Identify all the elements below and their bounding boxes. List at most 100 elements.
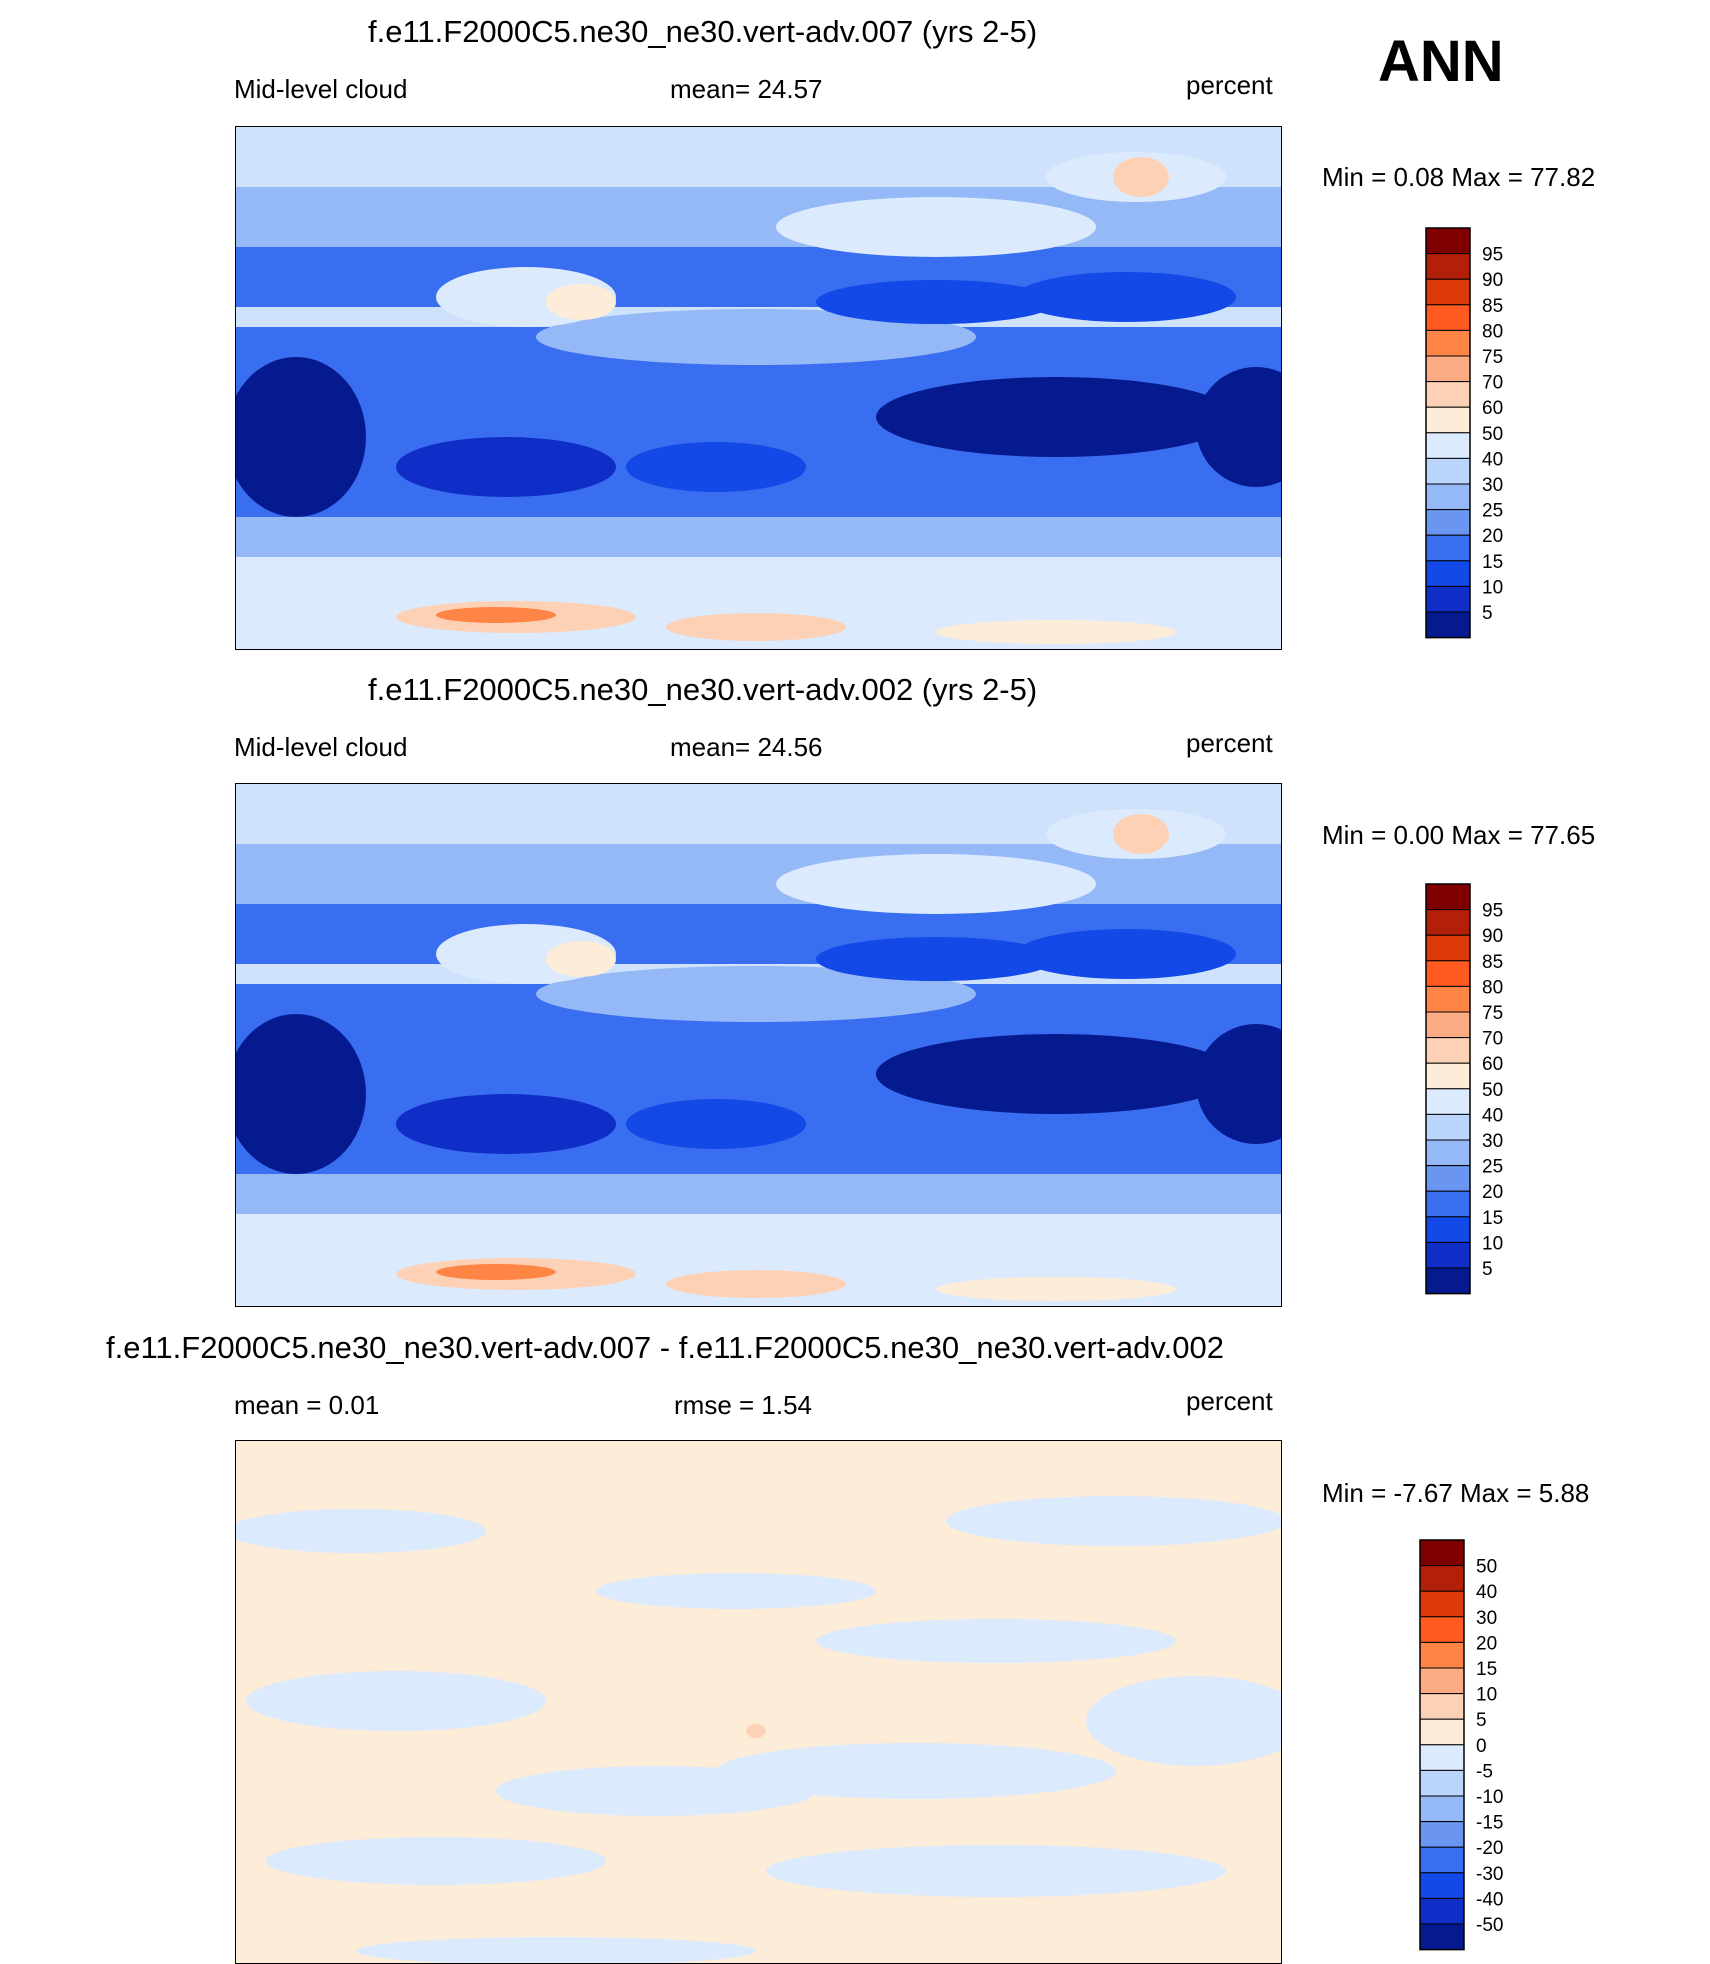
panel-2-minmax: Min = 0.00 Max = 77.65 [1322, 820, 1596, 850]
colorbar-tick-label: 20 [1476, 1633, 1497, 1654]
panel-3-colorbar: 50 40 30 20 15 10 5 0 -5 -10 -15 -20 -30 -40 -50 [1418, 1539, 1554, 1952]
panel-3-map [235, 1440, 1282, 1964]
panel-2-unit-label: percent [1186, 728, 1273, 758]
panel-1-field [236, 127, 1281, 649]
colorbar-box [1425, 406, 1471, 434]
panel-1-minmax: Min = 0.08 Max = 77.82 [1322, 162, 1596, 192]
colorbar-tick-label: 15 [1482, 552, 1503, 573]
colorbar-box [1425, 227, 1471, 255]
season-label: ANN [1378, 29, 1504, 94]
colorbar-tick-label: 10 [1476, 1685, 1497, 1706]
colorbar-box [1425, 985, 1471, 1013]
colorbar-box [1425, 278, 1471, 306]
colorbar-box [1419, 1616, 1465, 1643]
colorbar-tick-label: 70 [1482, 373, 1503, 394]
colorbar-box [1419, 1872, 1465, 1899]
panel-2-colorbar-svg: 95 90 85 80 75 70 60 50 40 30 25 20 15 10 5 [1425, 883, 1503, 1295]
colorbar-box [1425, 909, 1471, 936]
colorbar-tick-label: -30 [1476, 1864, 1503, 1885]
colorbar-tick-label: -10 [1476, 1787, 1503, 1808]
colorbar-tick-label: 30 [1476, 1608, 1497, 1629]
colorbar-tick-label: 5 [1482, 603, 1493, 624]
colorbar-tick-label: 0 [1476, 1736, 1487, 1757]
colorbar-box [1425, 1139, 1471, 1167]
colorbar-box [1419, 1795, 1465, 1823]
colorbar-tick-label: -5 [1476, 1761, 1493, 1782]
panel-2-field-label: Mid-level cloud [234, 732, 408, 762]
colorbar-box [1419, 1539, 1465, 1567]
colorbar-tick-label: 80 [1482, 977, 1503, 998]
colorbar-tick-label: 75 [1482, 347, 1503, 368]
colorbar-tick-label: 30 [1482, 475, 1503, 496]
colorbar-box [1419, 1641, 1465, 1669]
colorbar-tick-label: 40 [1482, 1105, 1503, 1126]
colorbar-box [1425, 1216, 1471, 1243]
colorbar-tick-label: 50 [1482, 424, 1503, 445]
colorbar-tick-label: 60 [1482, 1054, 1503, 1075]
colorbar-box [1425, 585, 1471, 613]
colorbar-tick-label: -20 [1476, 1838, 1503, 1859]
colorbar-box [1419, 1897, 1465, 1925]
panel-1-colorbar: 95 90 85 80 75 70 60 50 40 30 25 20 15 10 5 [1424, 227, 1554, 640]
colorbar-box [1425, 934, 1471, 962]
panel-3-rmse-label: rmse = 1.54 [674, 1390, 813, 1420]
colorbar-tick-label: 60 [1482, 398, 1503, 419]
colorbar-tick-label: 70 [1482, 1029, 1503, 1050]
panel-1-map [235, 126, 1282, 650]
colorbar-box [1425, 253, 1471, 280]
colorbar-box [1419, 1693, 1465, 1720]
colorbar-box [1425, 1113, 1471, 1141]
colorbar-box [1425, 381, 1471, 408]
colorbar-box [1419, 1769, 1465, 1797]
colorbar-box [1425, 304, 1471, 331]
colorbar-box [1425, 1088, 1471, 1115]
panel-2-colorbar: 95 90 85 80 75 70 60 50 40 30 25 20 15 10 5 [1424, 883, 1554, 1296]
panel-2-mean-label: mean= 24.56 [670, 732, 823, 762]
colorbar-tick-label: 75 [1482, 1003, 1503, 1024]
colorbar-tick-label: 95 [1482, 245, 1503, 266]
colorbar-tick-label: 95 [1482, 901, 1503, 922]
colorbar-box [1425, 1165, 1471, 1192]
colorbar-tick-label: 15 [1482, 1208, 1503, 1229]
colorbar-tick-label: 50 [1476, 1557, 1497, 1578]
colorbar-tick-label: 10 [1482, 577, 1503, 598]
colorbar-box [1419, 1565, 1465, 1592]
colorbar-tick-label: 25 [1482, 501, 1503, 522]
panel-3-minmax: Min = -7.67 Max = 5.88 [1322, 1478, 1590, 1508]
colorbar-box [1419, 1590, 1465, 1618]
colorbar-box [1419, 1846, 1465, 1874]
panel-2-field [236, 784, 1281, 1306]
colorbar-box [1425, 509, 1471, 536]
panel-3-mean-label: mean = 0.01 [234, 1390, 380, 1420]
colorbar-outline [1419, 1539, 1465, 1951]
colorbar-box [1425, 560, 1471, 587]
colorbar-outline [1425, 227, 1471, 639]
colorbar-box [1419, 1821, 1465, 1848]
colorbar-box [1425, 1037, 1471, 1064]
colorbar-box [1425, 534, 1471, 562]
colorbar-tick-label: -15 [1476, 1813, 1503, 1834]
colorbar-box [1425, 355, 1471, 383]
colorbar-tick-label: 90 [1482, 270, 1503, 291]
colorbar-box [1425, 329, 1471, 357]
colorbar-tick-label: -50 [1476, 1915, 1503, 1936]
colorbar-box [1425, 432, 1471, 459]
colorbar-box [1425, 1267, 1471, 1295]
colorbar-tick-label: 20 [1482, 526, 1503, 547]
colorbar-tick-label: 10 [1482, 1233, 1503, 1254]
colorbar-tick-label: 40 [1476, 1582, 1497, 1603]
colorbar-box [1425, 1190, 1471, 1218]
colorbar-box [1425, 1062, 1471, 1090]
colorbar-tick-label: 90 [1482, 926, 1503, 947]
colorbar-tick-label: 40 [1482, 449, 1503, 470]
colorbar-box [1419, 1718, 1465, 1746]
colorbar-box [1425, 883, 1471, 911]
panel-2-title: f.e11.F2000C5.ne30_ne30.vert-adv.002 (yr… [368, 672, 1038, 707]
colorbar-tick-label: 50 [1482, 1080, 1503, 1101]
colorbar-box [1425, 1011, 1471, 1039]
panel-1-colorbar-svg: 95 90 85 80 75 70 60 50 40 30 25 20 15 10 5 [1425, 227, 1503, 639]
colorbar-box [1419, 1923, 1465, 1951]
colorbar-tick-label: 20 [1482, 1182, 1503, 1203]
colorbar-box [1425, 457, 1471, 485]
